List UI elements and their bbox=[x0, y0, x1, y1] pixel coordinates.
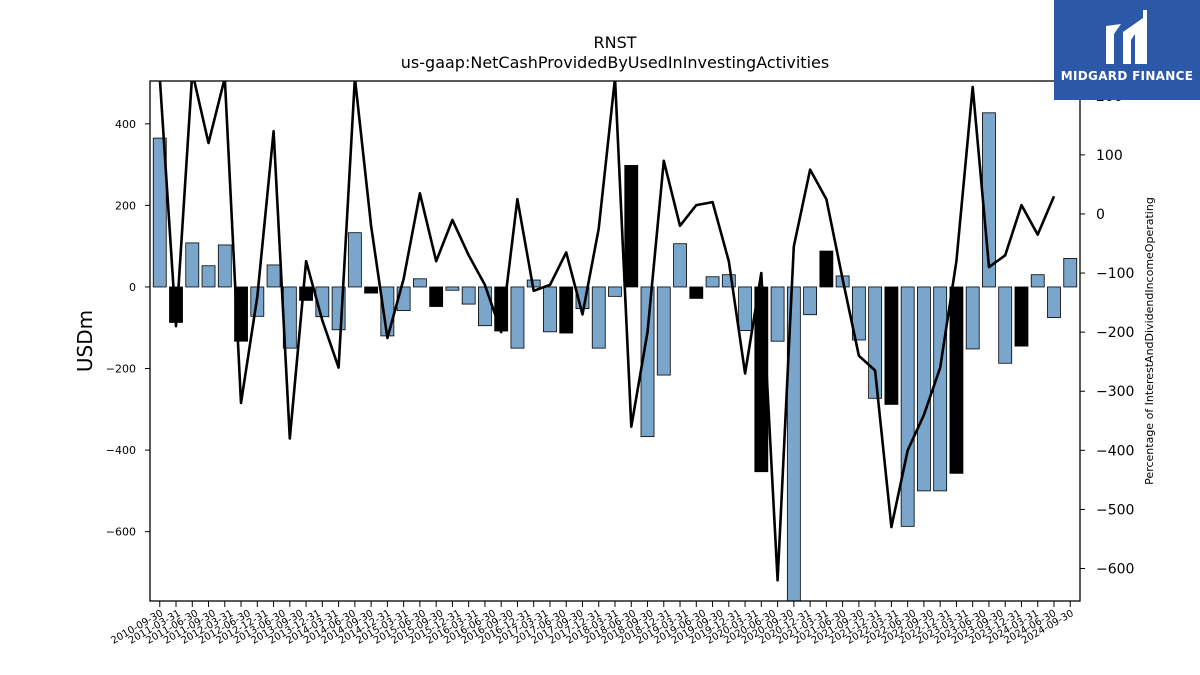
bar bbox=[965, 286, 980, 350]
bar bbox=[673, 243, 687, 288]
y2-tick-label: −300 bbox=[1096, 384, 1134, 400]
bar bbox=[347, 232, 362, 288]
bar bbox=[266, 264, 281, 288]
y-tick-label: −400 bbox=[106, 444, 136, 457]
bar bbox=[445, 286, 460, 291]
bar bbox=[868, 286, 883, 399]
y-tick-label: −200 bbox=[106, 363, 136, 376]
bar bbox=[461, 286, 476, 305]
bar bbox=[608, 286, 622, 297]
bar bbox=[543, 286, 557, 333]
bar bbox=[933, 286, 948, 492]
y-tick-label: 400 bbox=[115, 118, 136, 131]
bar bbox=[884, 286, 899, 405]
bar bbox=[705, 276, 720, 288]
bar bbox=[412, 278, 427, 288]
y-tick-label: 200 bbox=[115, 199, 136, 212]
brand-name: MIDGARD FINANCE bbox=[1060, 69, 1194, 83]
bar bbox=[1047, 286, 1061, 318]
bar bbox=[738, 286, 752, 332]
bar bbox=[900, 286, 915, 527]
y2-tick-label: −400 bbox=[1096, 443, 1134, 459]
bar bbox=[510, 286, 525, 349]
y-axis-label: USDm bbox=[73, 310, 97, 372]
y2-tick-label: −100 bbox=[1096, 266, 1134, 282]
y-tick-label: −600 bbox=[106, 526, 136, 539]
bar bbox=[1063, 258, 1078, 288]
bar bbox=[201, 265, 216, 288]
bar bbox=[770, 286, 785, 342]
bar bbox=[656, 286, 671, 376]
plot-area: −600 −400 −200 0 200 400 −600 −500 −400 −300 −200 −… bbox=[106, 80, 1134, 647]
ratio-line bbox=[158, 81, 1056, 582]
brand-logo: MIDGARD FINANCE bbox=[1054, 0, 1200, 100]
y2-axis-label: Percentage of InterestAndDividendIncomeO… bbox=[1143, 197, 1156, 485]
chart-title: RNST bbox=[593, 33, 636, 52]
bar bbox=[640, 286, 655, 438]
bar bbox=[478, 286, 492, 327]
y2-tick-label: 0 bbox=[1096, 207, 1105, 223]
bar bbox=[803, 286, 818, 316]
bar bbox=[591, 286, 606, 349]
bar bbox=[949, 286, 964, 474]
bar bbox=[429, 286, 444, 307]
bar bbox=[851, 286, 866, 341]
y2-tick-label: −600 bbox=[1096, 562, 1134, 578]
bar bbox=[364, 286, 379, 294]
midgard-logo-icon bbox=[1106, 10, 1147, 64]
bar bbox=[917, 286, 931, 492]
y2-tick-label: −500 bbox=[1096, 502, 1134, 518]
bar bbox=[185, 242, 200, 288]
y2-tick-label: 100 bbox=[1096, 148, 1123, 164]
bar bbox=[1014, 286, 1029, 347]
chart-subtitle: us-gaap:NetCashProvidedByUsedInInvesting… bbox=[401, 53, 829, 72]
bar bbox=[786, 286, 801, 601]
bar bbox=[217, 244, 232, 288]
y-tick-label: 0 bbox=[129, 281, 136, 294]
bar bbox=[559, 286, 574, 334]
bar bbox=[152, 137, 167, 288]
y2-tick-label: −200 bbox=[1096, 325, 1134, 341]
bar bbox=[624, 165, 639, 288]
bar-series bbox=[152, 112, 1078, 601]
bar bbox=[689, 286, 704, 299]
bar bbox=[1030, 274, 1045, 288]
bar bbox=[819, 250, 834, 288]
bar bbox=[998, 286, 1013, 364]
